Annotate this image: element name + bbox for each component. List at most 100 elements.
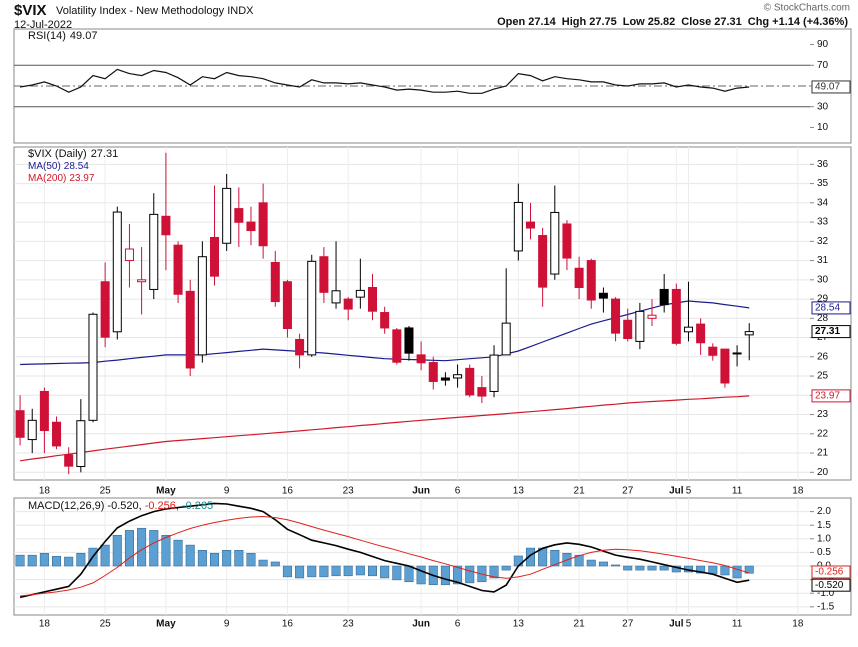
candle-body [331, 290, 341, 304]
candle-body [149, 213, 159, 290]
x-tick-label: 18 [39, 619, 51, 630]
histogram-bar [161, 535, 171, 567]
x-tick-label: 5 [686, 486, 692, 497]
x-tick-label: 5 [686, 619, 692, 630]
candle-body [525, 221, 535, 229]
legend-value: 49.07 [70, 30, 98, 42]
legend-entry: RSI(14) 49.07 [28, 30, 97, 42]
y-tick-label: 31 [817, 255, 829, 266]
quote-value: 27.75 [589, 16, 617, 28]
x-tick-label: 27 [622, 619, 634, 630]
y-tick-label: 36 [817, 159, 829, 170]
value-box [811, 389, 851, 403]
legend-value: -0.265 [182, 500, 213, 512]
histogram-bar [368, 565, 378, 577]
quote-change: +1.14 (+4.36%) [772, 16, 848, 28]
candle-body [744, 331, 754, 336]
histogram-bar [282, 565, 292, 578]
y-tick-label: 25 [817, 371, 829, 382]
histogram-bar [732, 565, 742, 579]
legend-value: 27.31 [91, 148, 119, 160]
y-tick-label: 0.5 [817, 547, 831, 558]
histogram-bar [307, 565, 317, 578]
quote-value: 25.82 [648, 16, 676, 28]
x-tick-label: 16 [282, 486, 294, 497]
candle-body [112, 211, 122, 333]
candle-body [27, 419, 37, 441]
x-tick-label: Jul [669, 619, 684, 630]
value-box-label: 49.07 [815, 82, 840, 93]
legend-name: MACD(12,26,9) [28, 500, 104, 512]
y-tick-label: 10 [817, 122, 829, 133]
histogram-bar [525, 547, 535, 567]
y-tick-label: 28 [817, 313, 829, 324]
legend-name: $VIX (Daily) [28, 148, 87, 160]
y-tick-label: 22 [817, 428, 829, 439]
candle-body [185, 290, 195, 369]
candle-body [538, 235, 548, 288]
y-tick-label: 35 [817, 178, 829, 189]
y-tick-label: 20 [817, 467, 829, 478]
value-box [811, 301, 851, 315]
candle-body [683, 326, 693, 333]
symbol: $VIX [14, 2, 47, 19]
histogram-bar [611, 564, 621, 567]
histogram-bar [550, 549, 560, 567]
date: 12-Jul-2022 [14, 19, 72, 31]
y-tick-label: 23 [817, 409, 829, 420]
candle-body [453, 374, 463, 379]
y-tick-label: 34 [817, 197, 829, 208]
x-tick-label: Jul [669, 486, 684, 497]
histogram-bar [392, 565, 402, 581]
quote: Open 27.14 High 27.75 Low 25.82 Close 27.31 Chg +… [497, 16, 848, 28]
candle-body [465, 367, 475, 396]
quote-label: Chg [748, 16, 769, 28]
candle-body [270, 261, 280, 303]
histogram-bar [52, 555, 62, 567]
candle-body [197, 256, 207, 356]
histogram-bar [185, 544, 195, 567]
y-tick-label: -1.5 [817, 601, 835, 612]
legend-value: 28.54 [64, 161, 89, 172]
histogram-bar [623, 565, 633, 571]
histogram-bar [258, 559, 268, 567]
x-tick-label: 18 [792, 486, 804, 497]
candle-body [246, 221, 256, 232]
histogram-bar [513, 555, 523, 567]
histogram-bar [112, 535, 122, 567]
legend-entry: $VIX (Daily) 27.31 [28, 148, 118, 160]
histogram-bar [343, 565, 353, 577]
legend-entry: MA(200) 23.97 [28, 173, 95, 184]
candle-body [574, 267, 584, 289]
legend-entry: MA(50) 28.54 [28, 161, 89, 172]
histogram-bar [635, 565, 645, 571]
histogram-bar [574, 554, 584, 567]
candle-body [416, 354, 426, 364]
histogram-bar [39, 552, 49, 567]
candle-body [562, 223, 572, 259]
x-tick-label: 11 [732, 619, 743, 630]
x-tick-label: Jun [412, 619, 430, 630]
value-box-label: 28.54 [815, 303, 840, 314]
histogram-bar [380, 565, 390, 579]
credit: © StockCharts.com [764, 3, 850, 14]
panel-frame [13, 146, 852, 481]
histogram-bar [76, 552, 86, 567]
histogram-bar [489, 565, 499, 579]
histogram-bar [720, 565, 730, 576]
candle-body [307, 260, 317, 356]
quote-label: High [562, 16, 587, 28]
candle-body [210, 236, 220, 277]
candle-body [635, 310, 645, 342]
legend-value: 23.97 [69, 173, 94, 184]
histogram-bar [501, 565, 511, 571]
x-tick-label: 9 [224, 619, 230, 630]
candle-body [732, 352, 742, 355]
y-tick-label: 30 [817, 274, 829, 285]
candle-body [708, 346, 718, 356]
candle-body [720, 348, 730, 384]
candle-body [611, 298, 621, 334]
value-box-label: -0.256 [815, 567, 844, 578]
histogram-bar [319, 565, 329, 578]
